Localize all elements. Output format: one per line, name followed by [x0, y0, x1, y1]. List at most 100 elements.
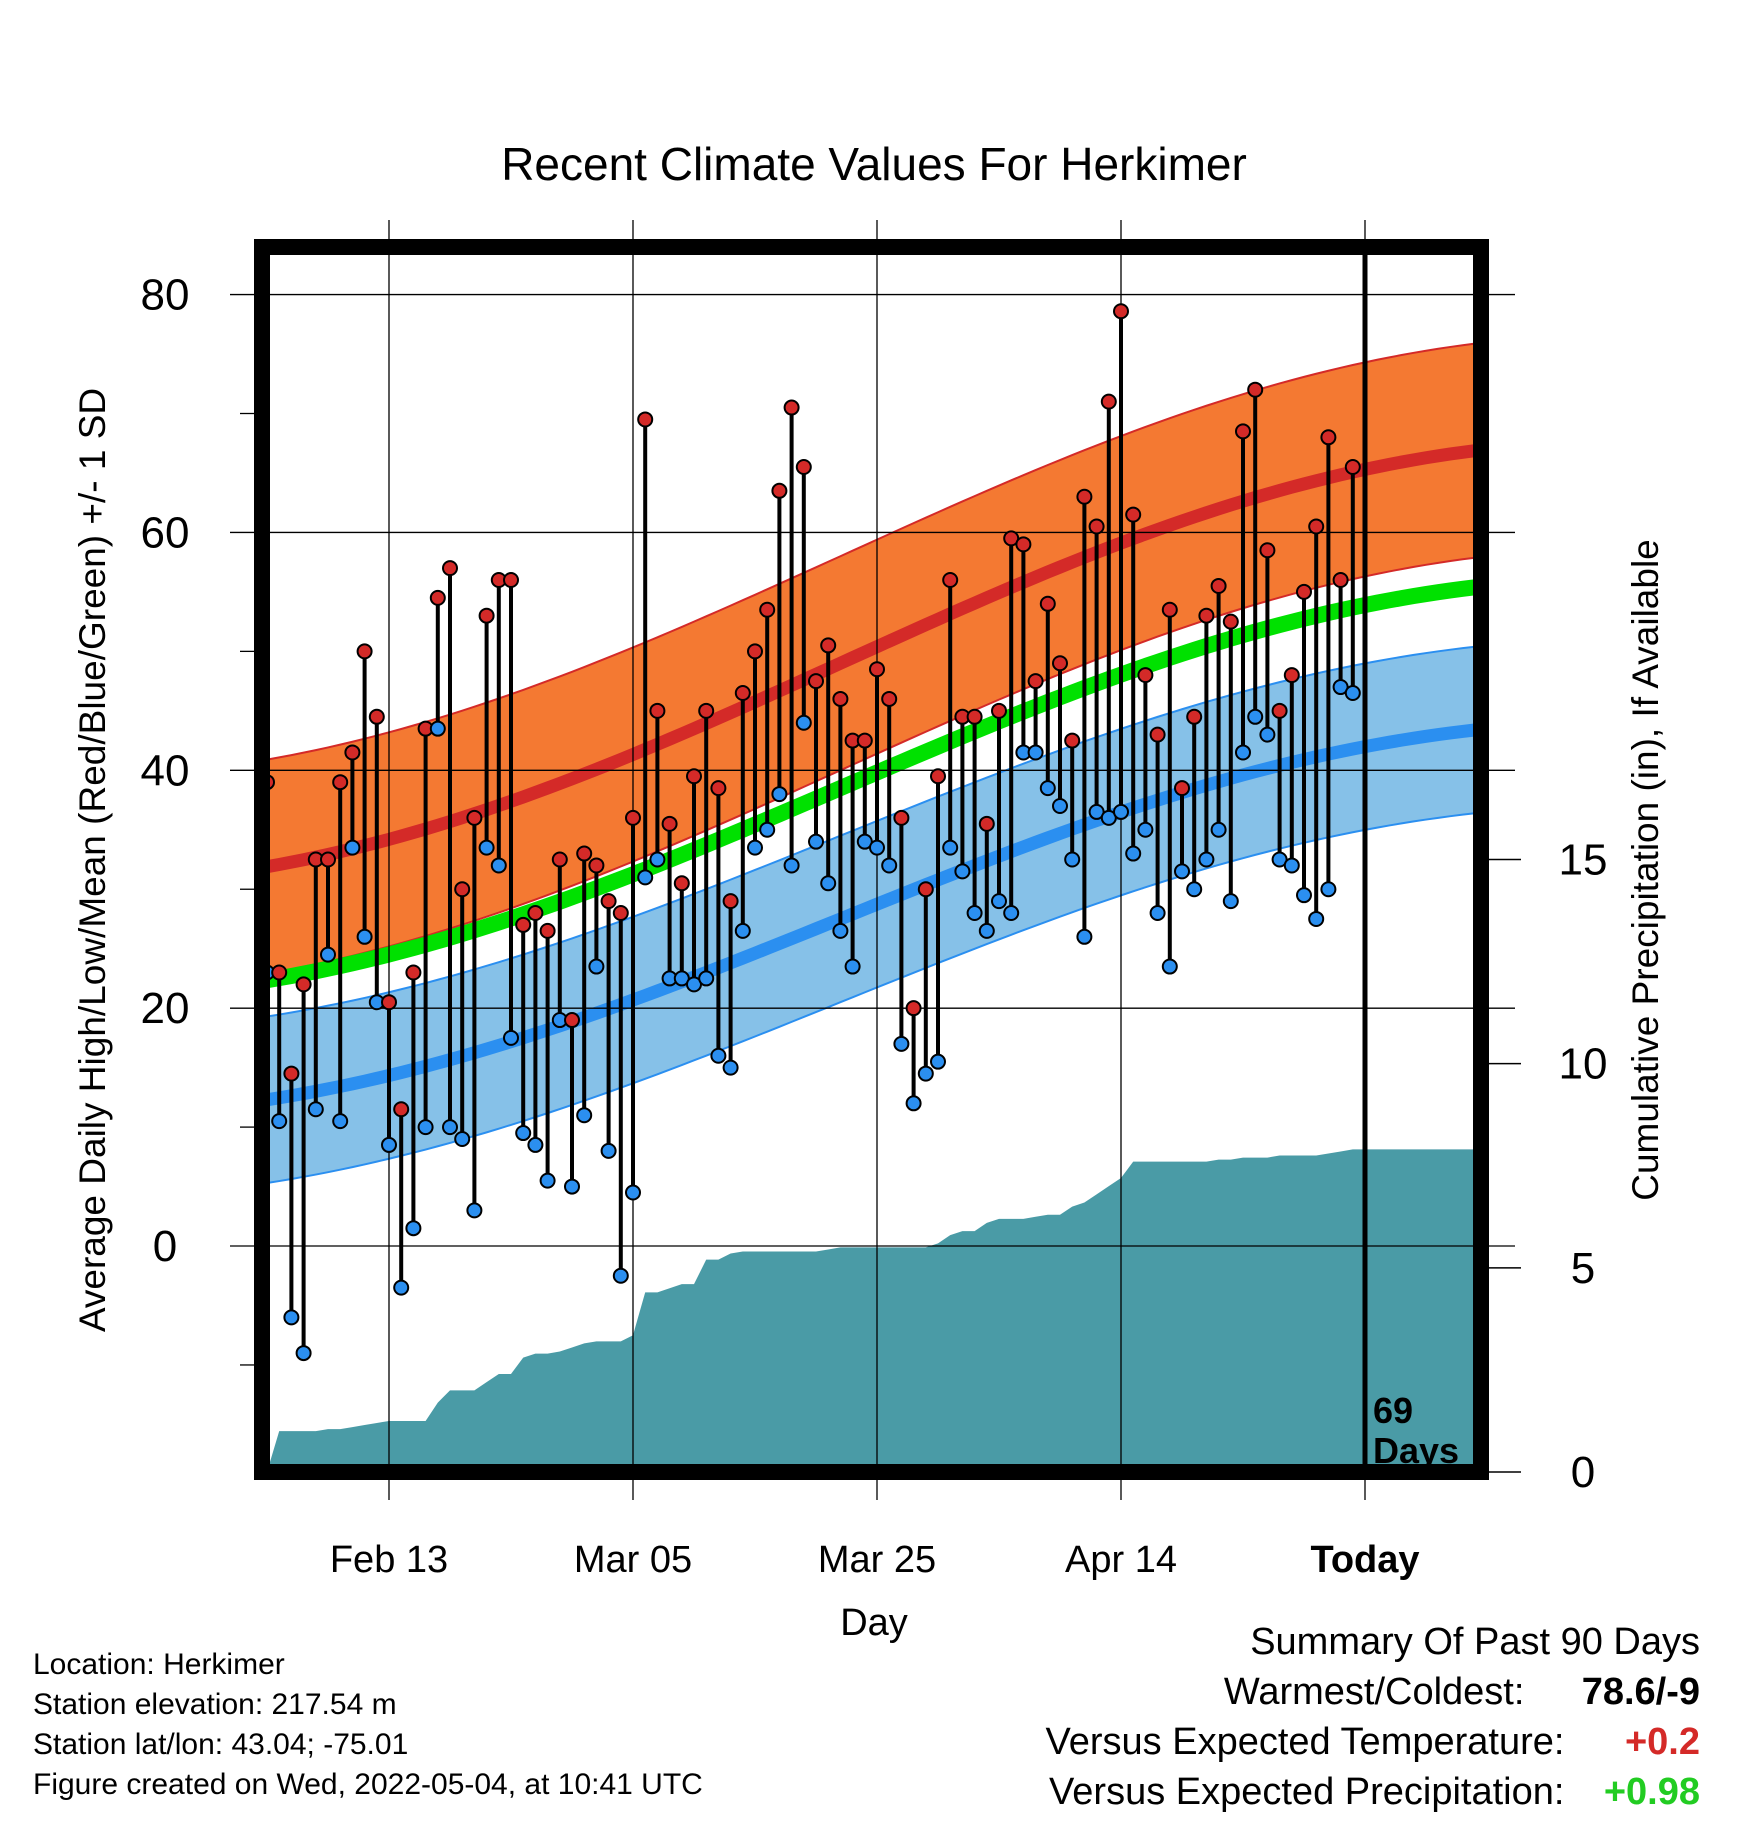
summary-title: Summary Of Past 90 Days	[1250, 1621, 1700, 1663]
high-point	[869, 661, 885, 678]
low-point	[1076, 928, 1093, 945]
high-point	[612, 905, 629, 922]
plot-frame	[254, 239, 1489, 1480]
low-point	[600, 1142, 617, 1159]
low-point	[1003, 905, 1020, 922]
high-point	[1088, 518, 1105, 535]
high-point	[905, 1000, 922, 1017]
created-text: Figure created on Wed, 2022-05-04, at 10…	[33, 1768, 703, 1801]
high-point	[673, 875, 690, 892]
high-point	[271, 964, 288, 981]
y-tick-label: 80	[141, 271, 190, 320]
low-point	[808, 833, 824, 850]
high-point	[1100, 393, 1117, 410]
low-point	[978, 922, 995, 939]
normal-high-line	[262, 443, 1481, 875]
y2-tick-label: 5	[1571, 1244, 1595, 1293]
low-point	[1161, 958, 1178, 975]
low-point	[637, 869, 654, 886]
low-point	[832, 922, 849, 939]
high-point	[1149, 726, 1166, 743]
low-point	[734, 922, 751, 939]
low-point	[612, 1267, 629, 1284]
low-point	[478, 839, 495, 856]
low-point	[295, 1345, 312, 1362]
high-point	[393, 1101, 410, 1118]
low-point	[722, 1059, 739, 1076]
today-days-count: 69	[1373, 1390, 1413, 1431]
high-point	[722, 893, 739, 910]
high-point	[344, 744, 361, 761]
summary-precip: Versus Expected Precipitation: +0.98	[1049, 1771, 1700, 1814]
high-point	[795, 459, 812, 476]
elevation-text: Station elevation: 217.54 m	[33, 1688, 397, 1721]
high-point	[1210, 577, 1227, 594]
low-point	[320, 946, 336, 963]
high-point	[930, 768, 946, 785]
low-point	[564, 1178, 580, 1195]
high-point	[527, 905, 544, 922]
high-point	[478, 607, 495, 624]
temp-value: +0.2	[1624, 1721, 1700, 1763]
high-point	[942, 572, 959, 589]
high-point	[405, 964, 422, 981]
low-point	[503, 1029, 519, 1046]
low-point	[466, 1202, 483, 1219]
high-point	[442, 560, 458, 577]
high-point	[283, 1065, 300, 1082]
low-point	[1222, 893, 1239, 910]
high-point	[429, 589, 446, 606]
low-point	[271, 1113, 288, 1130]
precipitation-area	[267, 1149, 1481, 1472]
low-point	[332, 1113, 349, 1130]
low-point	[1174, 863, 1190, 880]
low-point	[783, 857, 800, 874]
low-point	[1198, 851, 1215, 868]
high-point	[1064, 732, 1081, 749]
y2-axis-label: Cumulative Precipitation (in), If Availa…	[1625, 539, 1666, 1201]
low-point	[625, 1184, 641, 1201]
low-point	[710, 1047, 727, 1064]
location-text: Location: Herkimer	[33, 1648, 285, 1681]
low-point	[1259, 726, 1276, 743]
y-tick-label: 0	[153, 1222, 177, 1271]
temp-label: Versus Expected Temperature:	[1045, 1721, 1565, 1763]
high-point	[1125, 506, 1142, 523]
low-point	[942, 839, 959, 856]
high-point	[600, 893, 617, 910]
high-point	[966, 708, 983, 725]
high-point	[551, 851, 568, 868]
high-point	[1039, 595, 1056, 612]
high-point	[783, 399, 800, 416]
low-point	[1186, 881, 1203, 898]
low-point	[759, 821, 776, 838]
high-point	[1052, 655, 1068, 672]
high-point	[917, 881, 934, 898]
precip-label: Versus Expected Precipitation:	[1049, 1771, 1565, 1813]
high-point	[1186, 708, 1203, 725]
high-point	[856, 732, 873, 749]
low-point	[490, 857, 507, 874]
low-point	[893, 1035, 910, 1052]
high-point	[503, 572, 519, 589]
low-point	[771, 786, 788, 803]
high-point	[381, 994, 397, 1011]
high-point	[295, 976, 312, 993]
y2-tick-label: 10	[1559, 1040, 1608, 1089]
low-point	[576, 1107, 593, 1124]
low-point	[588, 958, 605, 975]
low-point	[1149, 905, 1166, 922]
high-point	[1161, 601, 1178, 618]
low-point	[1210, 821, 1227, 838]
low-point	[905, 1095, 922, 1112]
low-point	[1113, 803, 1129, 820]
high-point	[1308, 518, 1325, 535]
low-point	[393, 1279, 410, 1296]
high-point	[539, 922, 556, 939]
low-point	[844, 958, 861, 975]
summary-temp: Versus Expected Temperature: +0.2	[1046, 1721, 1700, 1764]
low-point	[954, 863, 971, 880]
low-point	[1027, 744, 1044, 761]
high-point	[1198, 607, 1215, 624]
high-point	[881, 690, 898, 707]
